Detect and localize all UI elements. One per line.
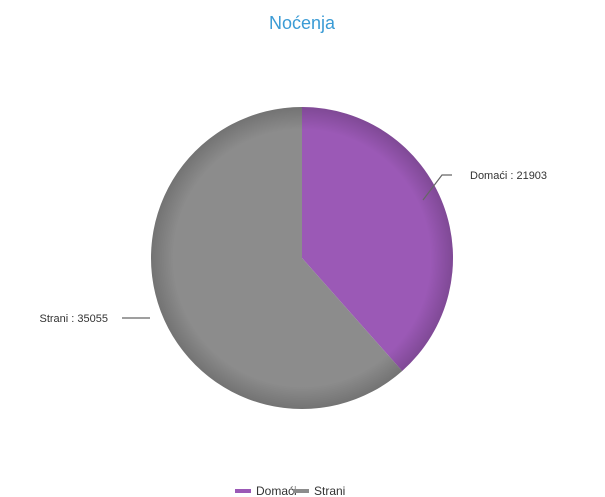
legend-label-strani: Strani [314, 484, 345, 497]
data-label-connector [422, 174, 452, 201]
legend-item-strani[interactable]: Strani [293, 484, 345, 497]
data-labels: Domaći : 21903 Strani : 35055 [40, 170, 548, 325]
data-label-domai: Domaći : 21903 [470, 170, 547, 182]
pie-slices [150, 107, 453, 410]
legend-item-domaci[interactable]: Domaći [235, 484, 297, 497]
legend[interactable]: Domaći Strani [235, 484, 345, 497]
chart-title: Noćenja [269, 13, 336, 33]
legend-label-domaci: Domaći [256, 484, 297, 497]
data-label-strani: Strani : 35055 [40, 313, 109, 325]
